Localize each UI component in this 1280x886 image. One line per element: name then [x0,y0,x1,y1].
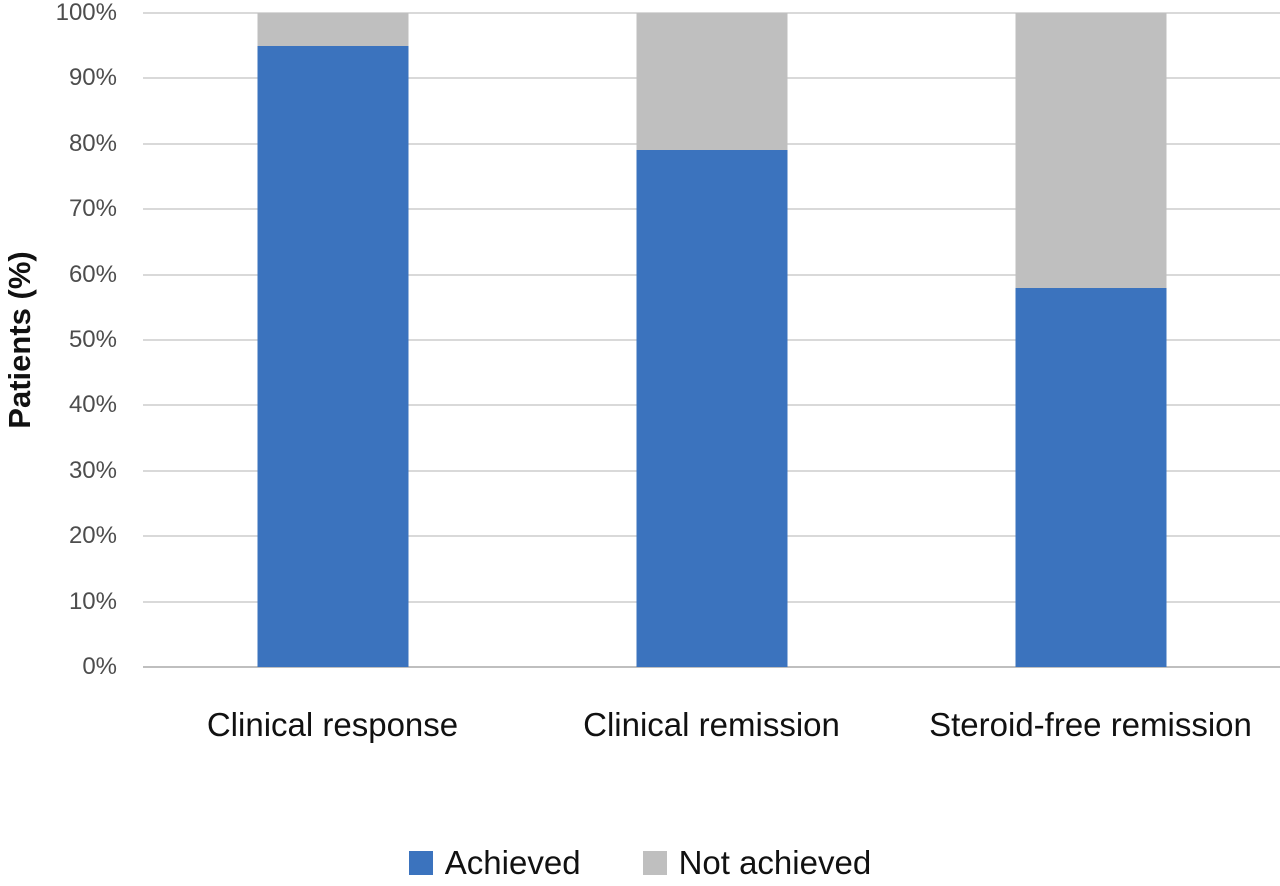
y-tick-label-60: 60% [68,260,117,288]
y-tick-label-0: 0% [82,653,117,680]
bar-segment-clinical-response-achieved [257,45,408,667]
bars-layer [143,13,1280,667]
bar-segment-clinical-response-not-achieved [257,13,408,46]
bar-segment-clinical-remission-not-achieved [636,13,787,151]
y-tick-label-90: 90% [68,64,117,92]
legend-label-achieved: Achieved [444,844,581,881]
plot-area [143,12,1280,668]
y-tick-label-70: 70% [68,195,117,223]
legend-item-achieved: Achieved [408,844,581,882]
gridline-0 [143,666,1280,668]
legend-swatch-not-achieved [642,851,667,875]
legend-swatch-achieved [408,851,433,875]
y-tick-label-10: 10% [68,587,117,615]
bar-group-clinical-remission [636,13,787,667]
x-category-label-steroid-free-remission: Steroid-free remission [929,706,1252,743]
gridline-100 [143,12,1280,14]
y-tick-label-40: 40% [68,391,117,419]
legend-item-not-achieved: Not achieved [642,844,872,882]
y-tick-label-20: 20% [68,522,117,550]
bar-group-steroid-free-remission [1015,13,1166,667]
y-axis-ticks: 0% 10% 20% 30% 40% 50% 60% 70% 80% 90% 100% [0,0,117,680]
y-tick-label-30: 30% [68,456,117,484]
legend: Achieved Not achieved [0,844,1280,882]
legend-label-not-achieved: Not achieved [678,844,872,881]
bar-segment-steroid-free-remission-achieved [1015,287,1166,667]
bar-group-clinical-response [257,13,408,667]
bar-segment-steroid-free-remission-not-achieved [1015,13,1166,288]
bar-segment-clinical-remission-achieved [636,150,787,667]
x-category-label-clinical-response: Clinical response [206,706,459,743]
y-tick-label-50: 50% [68,326,117,353]
y-tick-label-80: 80% [68,129,117,157]
y-tick-label-100: 100% [55,0,117,26]
x-category-label-clinical-remission: Clinical remission [583,706,840,743]
